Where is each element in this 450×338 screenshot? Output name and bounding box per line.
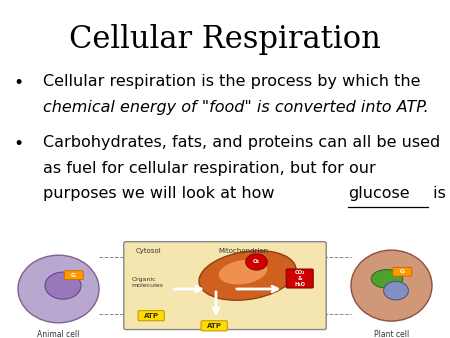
Ellipse shape <box>371 270 403 288</box>
Circle shape <box>246 254 267 270</box>
Text: Cellular Respiration: Cellular Respiration <box>69 24 381 55</box>
Text: is used.: is used. <box>428 186 450 201</box>
Text: as fuel for cellular respiration, but for our: as fuel for cellular respiration, but fo… <box>43 161 375 175</box>
Text: Carbohydrates, fats, and proteins can all be used: Carbohydrates, fats, and proteins can al… <box>43 135 440 150</box>
Text: chemical energy of "food" is converted into ATP.: chemical energy of "food" is converted i… <box>43 100 428 115</box>
Text: •: • <box>14 135 24 153</box>
Ellipse shape <box>383 281 409 300</box>
FancyBboxPatch shape <box>201 321 227 331</box>
FancyBboxPatch shape <box>138 311 164 321</box>
Text: ATP: ATP <box>207 323 222 329</box>
Text: G: G <box>71 273 76 277</box>
FancyBboxPatch shape <box>124 242 326 330</box>
Ellipse shape <box>219 260 267 285</box>
Text: Animal cell: Animal cell <box>37 330 80 338</box>
Ellipse shape <box>18 255 99 323</box>
Ellipse shape <box>199 251 296 300</box>
Text: G: G <box>400 269 405 274</box>
Ellipse shape <box>351 250 432 321</box>
Text: Plant cell: Plant cell <box>374 330 409 338</box>
FancyBboxPatch shape <box>64 271 83 280</box>
FancyBboxPatch shape <box>286 269 313 288</box>
Text: ATP: ATP <box>144 313 159 319</box>
Text: purposes we will look at how: purposes we will look at how <box>43 186 279 201</box>
FancyBboxPatch shape <box>393 267 412 276</box>
Text: CO₂
&
H₂O: CO₂ & H₂O <box>294 270 305 287</box>
Text: O₂: O₂ <box>253 260 260 264</box>
Text: •: • <box>14 74 24 92</box>
Ellipse shape <box>45 272 81 299</box>
Text: Mitochondrion: Mitochondrion <box>218 248 268 255</box>
Text: Cellular respiration is the process by which the: Cellular respiration is the process by w… <box>43 74 420 89</box>
Text: Organic
molecules: Organic molecules <box>131 277 163 288</box>
Text: Cytosol: Cytosol <box>136 248 162 255</box>
Text: glucose: glucose <box>348 186 410 201</box>
